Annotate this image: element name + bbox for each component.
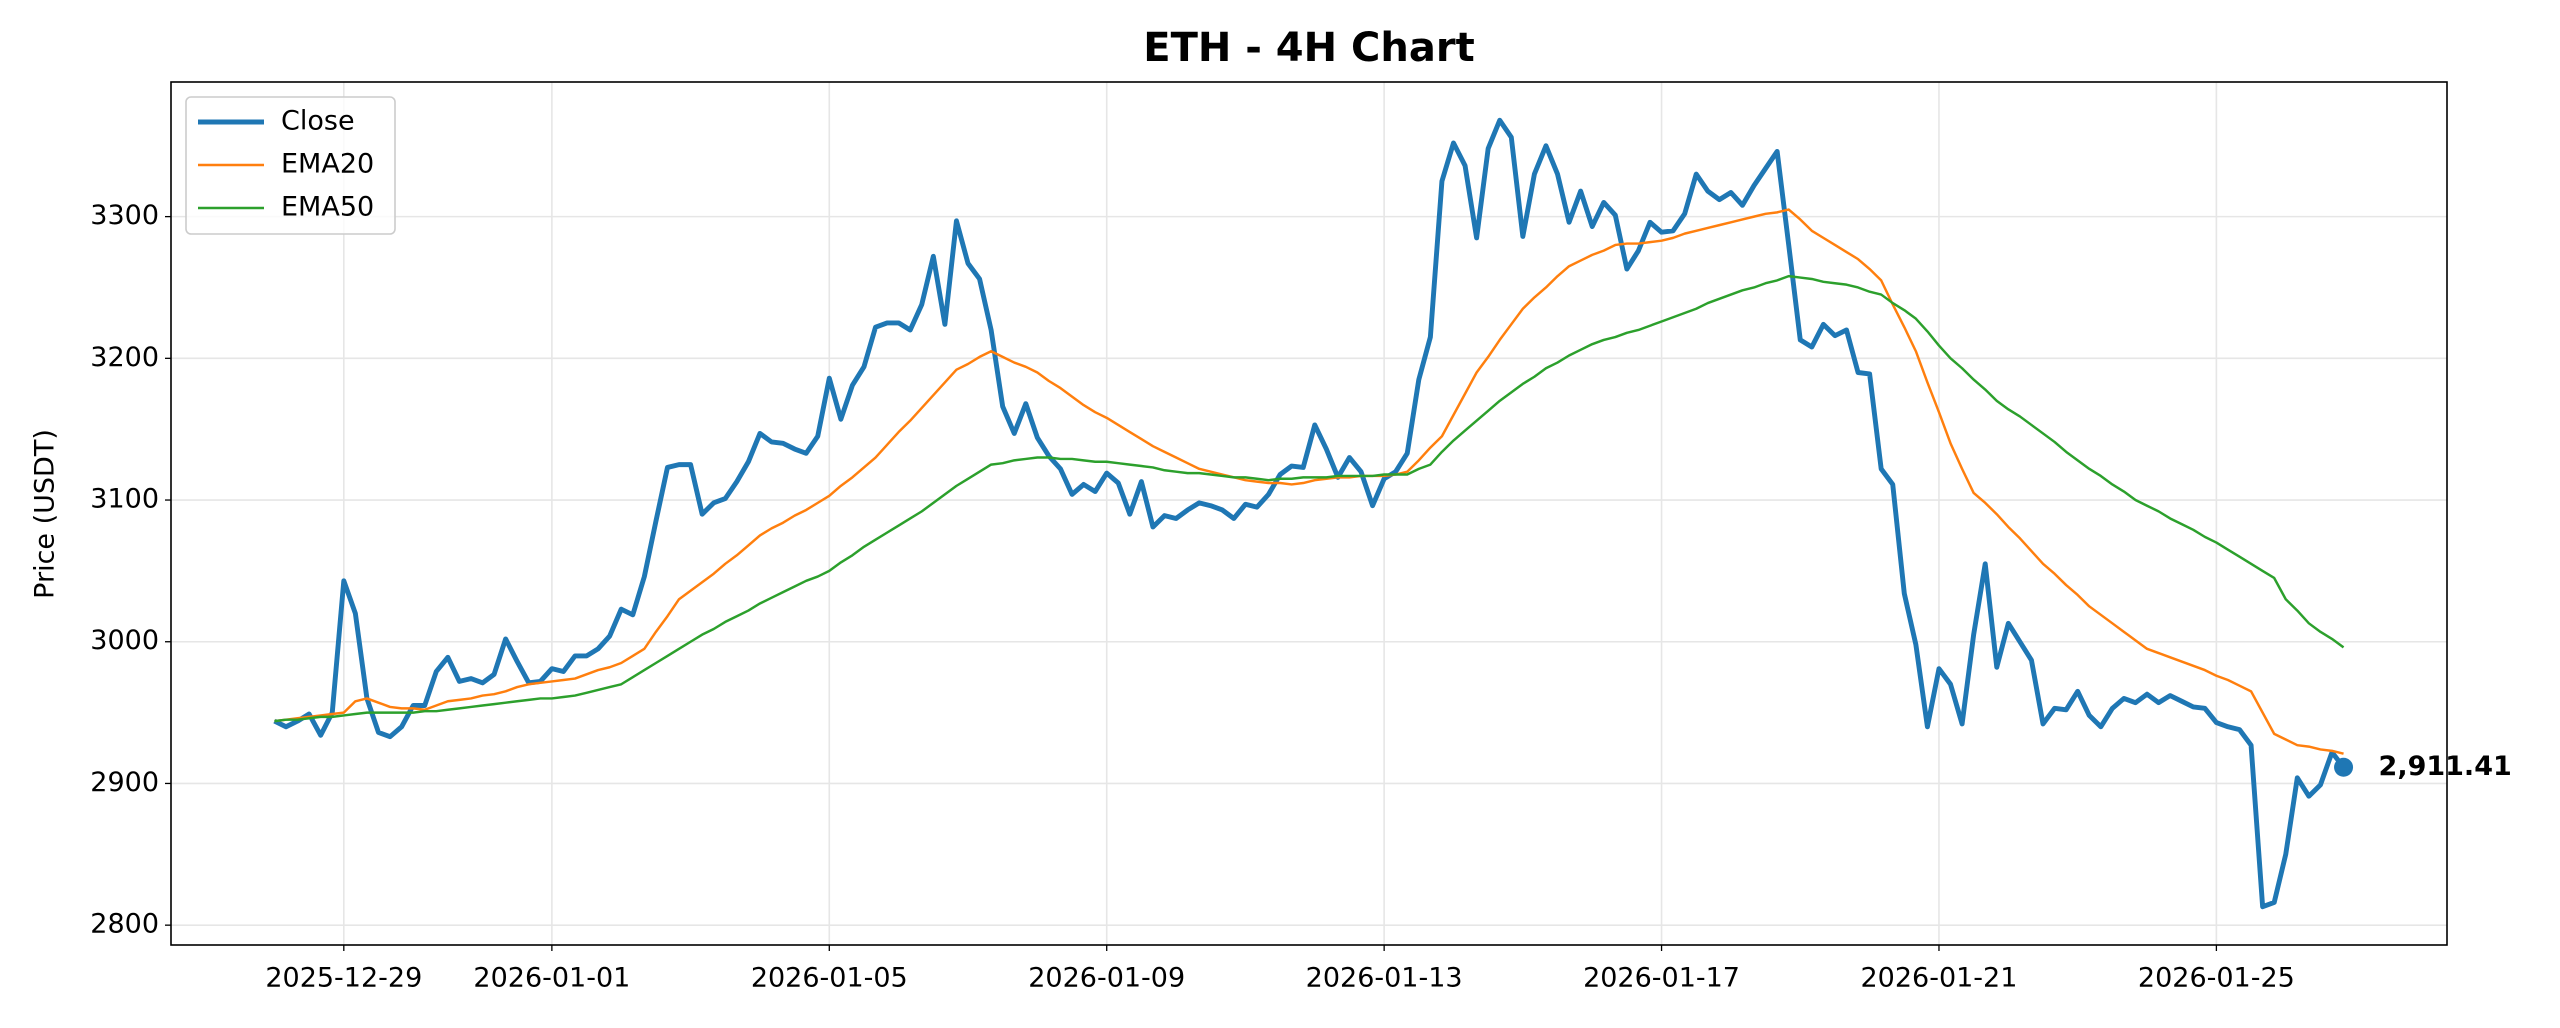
legend-box — [185, 96, 396, 235]
x-tick-label: 2026-01-01 — [473, 963, 630, 994]
x-tick-label: 2026-01-25 — [2138, 963, 2295, 994]
y-tick-label: 2900 — [90, 767, 159, 798]
x-tick-label: 2026-01-13 — [1306, 963, 1463, 994]
series-line — [273, 117, 2346, 910]
chart-title: ETH - 4H Chart — [1143, 25, 1474, 71]
y-tick-label: 3100 — [90, 484, 159, 515]
legend-label: Close — [281, 106, 355, 137]
y-axis-label: Price (USDT) — [30, 429, 61, 599]
last-price-label: 2,911.41 — [2379, 751, 2512, 782]
legend: Close EMA20 EMA50 — [185, 96, 396, 235]
y-tick-label: 2800 — [90, 909, 159, 940]
x-tick-label: 2026-01-17 — [1583, 963, 1740, 994]
y-tick-label: 3200 — [90, 342, 159, 373]
x-tick-label: 2026-01-09 — [1028, 963, 1185, 994]
y-tick-label: 3000 — [90, 625, 159, 656]
legend-label: EMA50 — [281, 192, 374, 223]
series-line — [274, 274, 2345, 723]
x-tick-label: 2026-01-21 — [1861, 963, 2018, 994]
series-line — [274, 208, 2344, 755]
y-tick-label: 3300 — [90, 200, 159, 231]
plot-frame — [170, 81, 2448, 946]
x-tick-label: 2025-12-29 — [265, 963, 422, 994]
last-price-dot — [2334, 757, 2354, 777]
x-tick-label: 2026-01-05 — [751, 963, 908, 994]
legend-label: EMA20 — [281, 149, 374, 180]
